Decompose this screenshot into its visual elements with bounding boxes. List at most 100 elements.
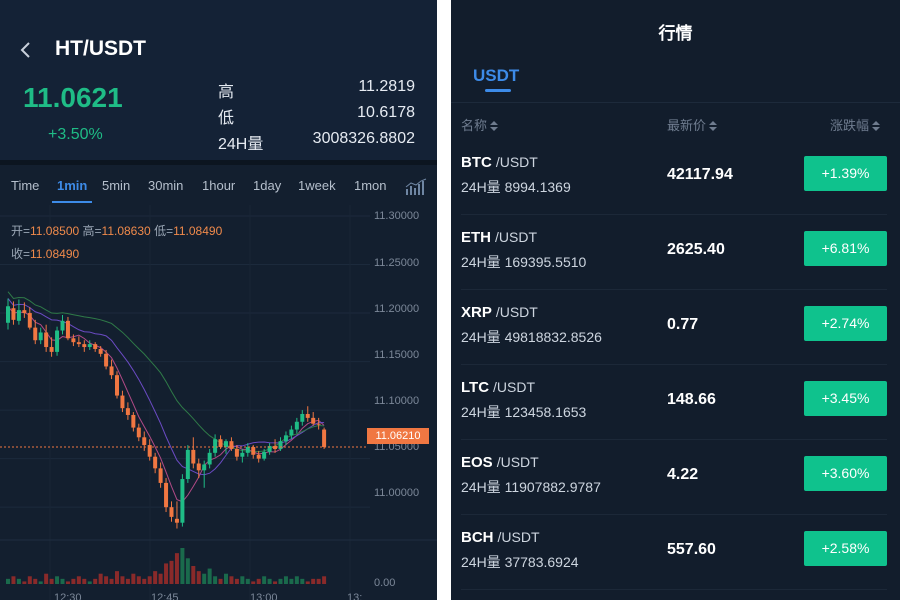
candle-body [153,456,158,469]
sort-icon [709,121,718,131]
candle-body [11,308,16,320]
volume-bar [98,573,103,584]
divider [0,160,437,165]
tab-1hour[interactable]: 1hour [202,178,236,193]
volume-bar [33,578,38,584]
y-tick: 11.05000 [374,441,420,453]
tab-5min[interactable]: 5min [102,178,131,193]
tab-1week[interactable]: 1week [298,178,336,193]
volume-bar [169,560,174,584]
tab-usdt[interactable]: USDT [473,66,520,85]
open-value: 11.08500 [30,224,80,238]
volume-bar [76,576,81,584]
volume-bar [115,571,119,584]
pair-title: HT/USDT [55,37,146,60]
candle-body [218,439,223,447]
candle-body [207,452,212,465]
market-row-ltc[interactable]: LTC/USDT 24H量 123458.1653 148.66 +3.45% [451,365,900,440]
volume-bar [229,576,234,584]
candle-body [44,332,49,348]
volume: 24H量 11907882.9787 [461,479,601,495]
volume-bar [109,578,114,584]
symbol: BTC/USDT [461,154,538,171]
candle-body [245,447,250,453]
active-tab-underline [485,89,511,92]
market-row-btc[interactable]: BTC/USDT 24H量 8994.1369 42117.94 +1.39% [451,140,900,215]
volume-bar [82,578,87,584]
tab-time[interactable]: Time [11,178,40,193]
market-row-xrp[interactable]: XRP/USDT 24H量 49818832.8526 0.77 +2.74% [451,290,900,365]
volume-bar [240,576,245,584]
change-badge[interactable]: +2.74% [804,306,887,341]
divider [451,102,900,103]
volume-bar [125,578,130,584]
candle-body [49,347,54,352]
change-badge[interactable]: +6.81% [804,231,887,266]
volume-bar [142,578,147,584]
volume-bar [311,578,316,584]
volume-bar [289,578,294,584]
stat-volume-value: 3008326.8802 [312,130,415,147]
candle-body [191,449,196,464]
volume: 24H量 37783.6924 [461,554,579,570]
latest-price: 42117.94 [667,166,733,183]
volume-bar [207,568,212,584]
ohlc-readout-line2: 收=11.08490 [11,245,79,262]
tab-30min[interactable]: 30min [148,178,184,193]
candle-body [300,414,305,422]
column-header-name[interactable]: 名称 [461,115,499,134]
latest-price: 148.66 [667,391,716,408]
x-tick: 12:30 [54,592,82,600]
change-badge[interactable]: +3.60% [804,456,887,491]
candle-body [262,451,267,459]
candle-body [16,310,21,321]
candle-body [65,320,70,339]
volume-bar [283,576,288,584]
candle-body [55,330,60,352]
tab-1min[interactable]: 1min [57,178,88,193]
market-row-bch[interactable]: BCH/USDT 24H量 37783.6924 557.60 +2.58% [451,515,900,590]
candle-body [109,366,114,376]
candle-body [283,435,288,442]
column-header-change[interactable]: 涨跌幅 [830,115,881,134]
volume-bar [256,578,261,584]
volume-bar [27,576,32,584]
indicator-chart-icon[interactable] [405,178,427,196]
candle-body [115,375,119,396]
candle-body [33,327,38,341]
candle-body [147,445,152,457]
kline-chart[interactable] [0,205,437,600]
candle-body [93,344,98,349]
high-label: 高= [82,224,102,238]
candle-body [82,344,87,348]
base-symbol: EOS [461,454,493,471]
latest-price: 557.60 [667,541,716,558]
column-header-price[interactable]: 最新价 [667,115,718,134]
market-row-eos[interactable]: EOS/USDT 24H量 11907882.9787 4.22 +3.60% [451,440,900,515]
quote-symbol: /USDT [495,229,537,245]
sort-icon [490,121,499,131]
volume-bar [158,573,163,584]
volume-bar [305,581,310,584]
volume-bar [224,573,228,584]
change-badge[interactable]: +3.45% [804,381,887,416]
back-arrow-icon[interactable] [17,39,35,61]
change-badge[interactable]: +1.39% [804,156,887,191]
volume-bar [245,578,250,584]
volume-bar [153,571,158,584]
y-tick: 11.15000 [374,349,420,361]
y-tick: 11.10000 [374,395,420,407]
symbol: ETH/USDT [461,229,537,246]
market-row-eth[interactable]: ETH/USDT 24H量 169395.5510 2625.40 +6.81% [451,215,900,290]
volume-bar [300,578,305,584]
tab-1mon[interactable]: 1mon [354,178,387,193]
volume-bar [294,576,299,584]
y-tick: 11.00000 [374,487,420,499]
volume-bar [262,576,267,584]
change-badge[interactable]: +2.58% [804,531,887,566]
volume-y-tick: 0.00 [374,577,396,589]
tab-1day[interactable]: 1day [253,178,282,193]
volume-bar [213,576,218,584]
volume-bar [185,558,190,584]
close-value: 11.08490 [30,247,80,261]
